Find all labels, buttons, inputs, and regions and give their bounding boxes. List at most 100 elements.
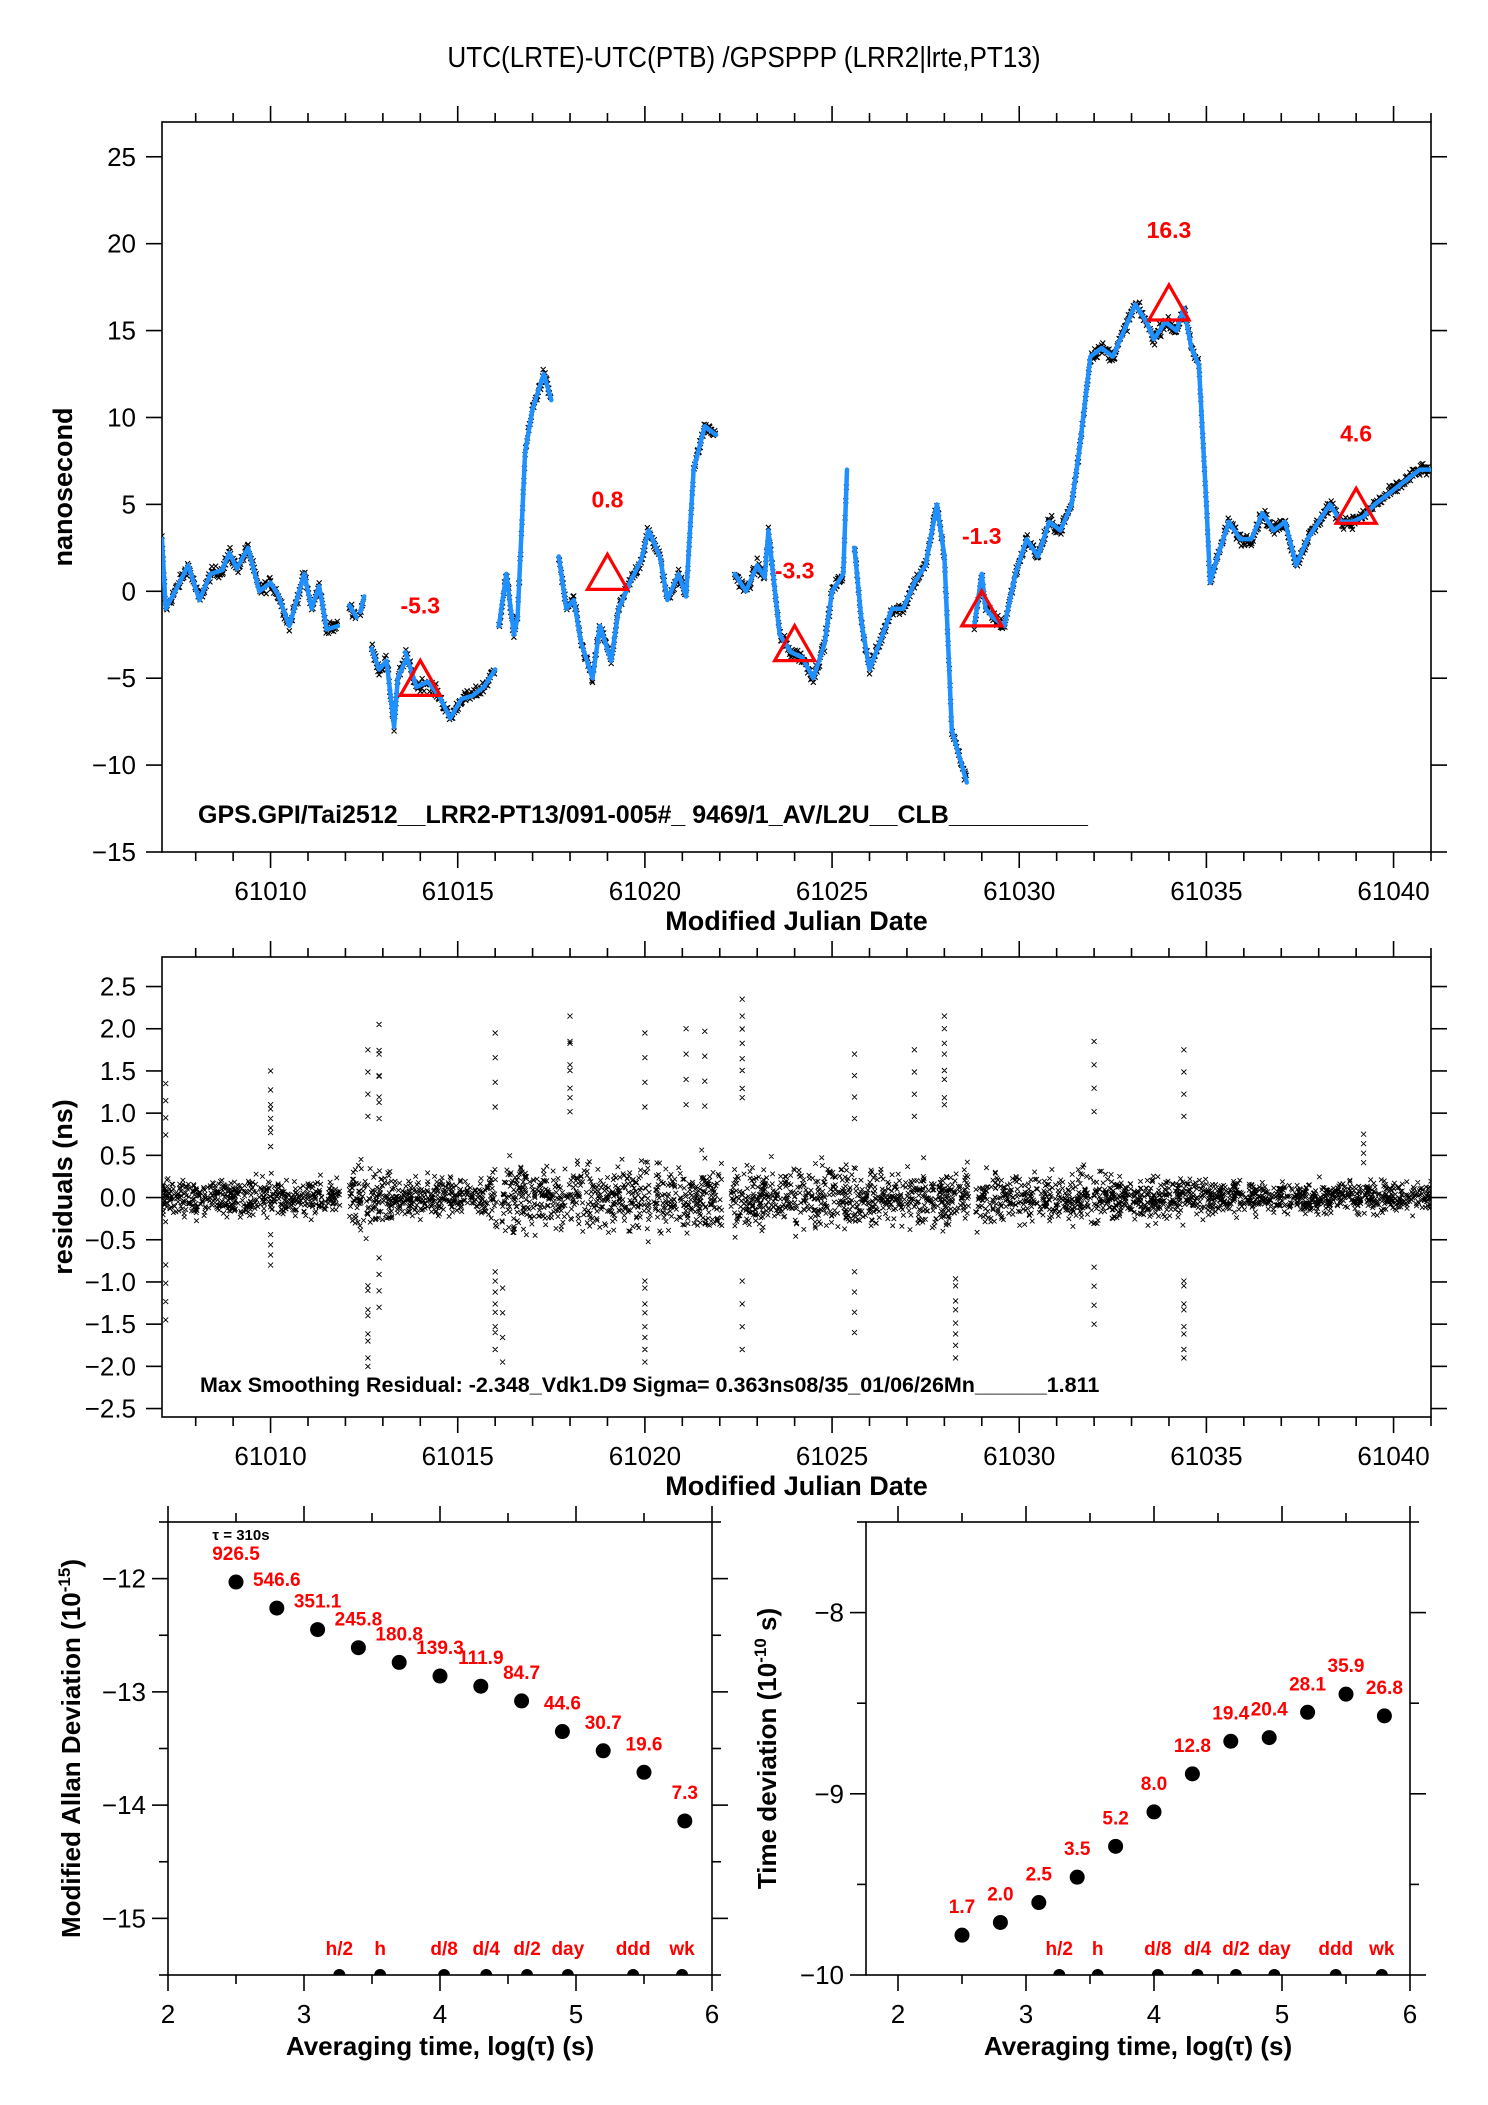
y-tick-label: 2.5 xyxy=(100,972,136,1002)
data-point xyxy=(391,1654,407,1670)
tau-label: τ = 310s xyxy=(212,1527,269,1544)
plot-area xyxy=(162,299,1431,785)
reference-mark-label: d/2 xyxy=(513,1939,540,1960)
data-point xyxy=(636,1764,652,1780)
smoothed-line-segment xyxy=(556,423,719,681)
data-point xyxy=(1184,1766,1200,1782)
reference-mark xyxy=(676,1969,689,1975)
data-point-label: 3.5 xyxy=(1064,1839,1091,1860)
data-point-label: 35.9 xyxy=(1328,1656,1365,1677)
reference-mark xyxy=(627,1969,640,1975)
data-point-label: 28.1 xyxy=(1289,1674,1326,1695)
data-point xyxy=(992,1914,1008,1930)
x-tick-label: 2 xyxy=(161,1999,175,2029)
residuals-chart: 61010 61015 61020 61025 61030 61035 61040 2.5 2.… xyxy=(48,941,1447,1501)
data-point xyxy=(554,1724,570,1740)
y-tick-label: −10 xyxy=(800,1960,844,1990)
x-tick-label: 61030 xyxy=(983,876,1055,906)
data-point-label: 245.8 xyxy=(335,1610,383,1631)
reference-mark-label: h/2 xyxy=(326,1939,353,1960)
y-axis-label: Time deviation (10-10 s) xyxy=(751,1608,782,1889)
plot-area xyxy=(954,1686,1392,1975)
x-tick-label: 3 xyxy=(1019,1999,1033,2029)
x-tick-label: 5 xyxy=(569,1999,583,2029)
reference-mark xyxy=(1268,1969,1281,1975)
reference-mark-label: h xyxy=(1092,1939,1104,1960)
y-tick-label: 20 xyxy=(107,229,136,259)
reference-mark-label: ddd xyxy=(1318,1939,1353,1960)
data-point-label: 2.5 xyxy=(1026,1865,1053,1886)
data-point-label: 111.9 xyxy=(458,1648,503,1669)
data-point-label: 5.2 xyxy=(1102,1808,1128,1829)
data-point-label: 8.0 xyxy=(1141,1774,1167,1795)
marker-label: 4.6 xyxy=(1340,420,1372,446)
reference-mark xyxy=(561,1969,574,1975)
y-tick-label: 0 xyxy=(122,576,136,606)
data-point-label: 26.8 xyxy=(1366,1678,1403,1699)
run-info-text: GPS.GPI/Tai2512__LRR2-PT13/091-005#_ 946… xyxy=(198,801,1089,829)
smoothed-line-segment xyxy=(346,602,359,620)
x-tick-label: 61025 xyxy=(796,876,868,906)
reference-mark xyxy=(1091,1969,1104,1975)
reference-mark-label: wk xyxy=(1368,1939,1395,1960)
reference-mark-label: day xyxy=(551,1939,584,1960)
reference-mark-label: d/4 xyxy=(473,1939,501,1960)
data-point xyxy=(954,1927,970,1943)
x-tick-label: 61030 xyxy=(983,1441,1055,1471)
reference-mark xyxy=(1329,1969,1342,1975)
y-tick-label: −1.5 xyxy=(85,1309,136,1339)
smoothed-line-segment xyxy=(358,594,367,615)
data-point xyxy=(1376,1708,1392,1724)
y-tick-label: 5 xyxy=(122,489,136,519)
marker-label: 16.3 xyxy=(1147,217,1192,243)
marker-triangle xyxy=(959,587,1005,628)
data-point-label: 12.8 xyxy=(1174,1736,1211,1757)
x-tick-label: 61010 xyxy=(234,1441,306,1471)
reference-mark-label: wk xyxy=(668,1939,695,1960)
y-tick-label: 10 xyxy=(107,402,136,432)
smoothed-line-segment xyxy=(162,536,341,632)
mdev-chart: 2 3 4 5 6 −12 −13 −14 −15 Averaging time, log(τ) … xyxy=(55,1506,728,2061)
residual-crosses xyxy=(162,996,1431,1370)
marker-triangle xyxy=(771,622,818,663)
data-point-label: 7.3 xyxy=(672,1783,698,1804)
data-point xyxy=(1223,1733,1239,1749)
data-point xyxy=(1031,1895,1047,1911)
marker-triangle xyxy=(584,551,631,591)
marker-triangle xyxy=(1333,485,1379,525)
y-tick-label: 2.0 xyxy=(100,1014,136,1044)
y-tick-label: −12 xyxy=(102,1564,146,1594)
marker-triangle xyxy=(397,657,444,698)
tdev-chart: 2 3 4 5 6 −8 −9 −10 Averaging time, log(τ) (s) Ti… xyxy=(751,1506,1426,2061)
data-point-label: 2.0 xyxy=(987,1884,1013,1905)
reference-mark-label: d/2 xyxy=(1222,1939,1249,1960)
smoothed-line-segment xyxy=(369,646,408,730)
smoothed-line-segment xyxy=(732,467,850,681)
x-axis-label: Modified Julian Date xyxy=(665,906,928,936)
y-tick-label: −15 xyxy=(102,1903,146,1933)
x-tick-label: 61035 xyxy=(1170,876,1242,906)
smoothed-line-segment xyxy=(496,371,554,637)
reference-mark xyxy=(521,1969,534,1975)
y-tick-label: 15 xyxy=(107,316,136,346)
data-point xyxy=(432,1668,448,1684)
y-tick-label: 1.0 xyxy=(100,1098,136,1128)
reference-mark-label: d/8 xyxy=(430,1939,457,1960)
x-tick-label: 61040 xyxy=(1357,1441,1429,1471)
x-tick-label: 2 xyxy=(891,1999,905,2029)
plot-frame xyxy=(161,121,1432,853)
reference-mark-label: d/8 xyxy=(1144,1939,1171,1960)
plot-frame xyxy=(865,1521,1411,1976)
y-tick-label: −10 xyxy=(92,750,136,780)
reference-mark xyxy=(1191,1969,1204,1975)
reference-mark xyxy=(1375,1969,1388,1975)
x-tick-label: 5 xyxy=(1275,1999,1289,2029)
data-point xyxy=(595,1743,611,1759)
plot-area xyxy=(162,996,1431,1370)
data-point-label: 139.3 xyxy=(416,1638,464,1659)
x-axis-label: Modified Julian Date xyxy=(665,1471,928,1501)
data-point-label: 19.6 xyxy=(626,1734,663,1755)
reference-mark xyxy=(1229,1969,1242,1975)
data-point-label: 351.1 xyxy=(294,1592,342,1613)
